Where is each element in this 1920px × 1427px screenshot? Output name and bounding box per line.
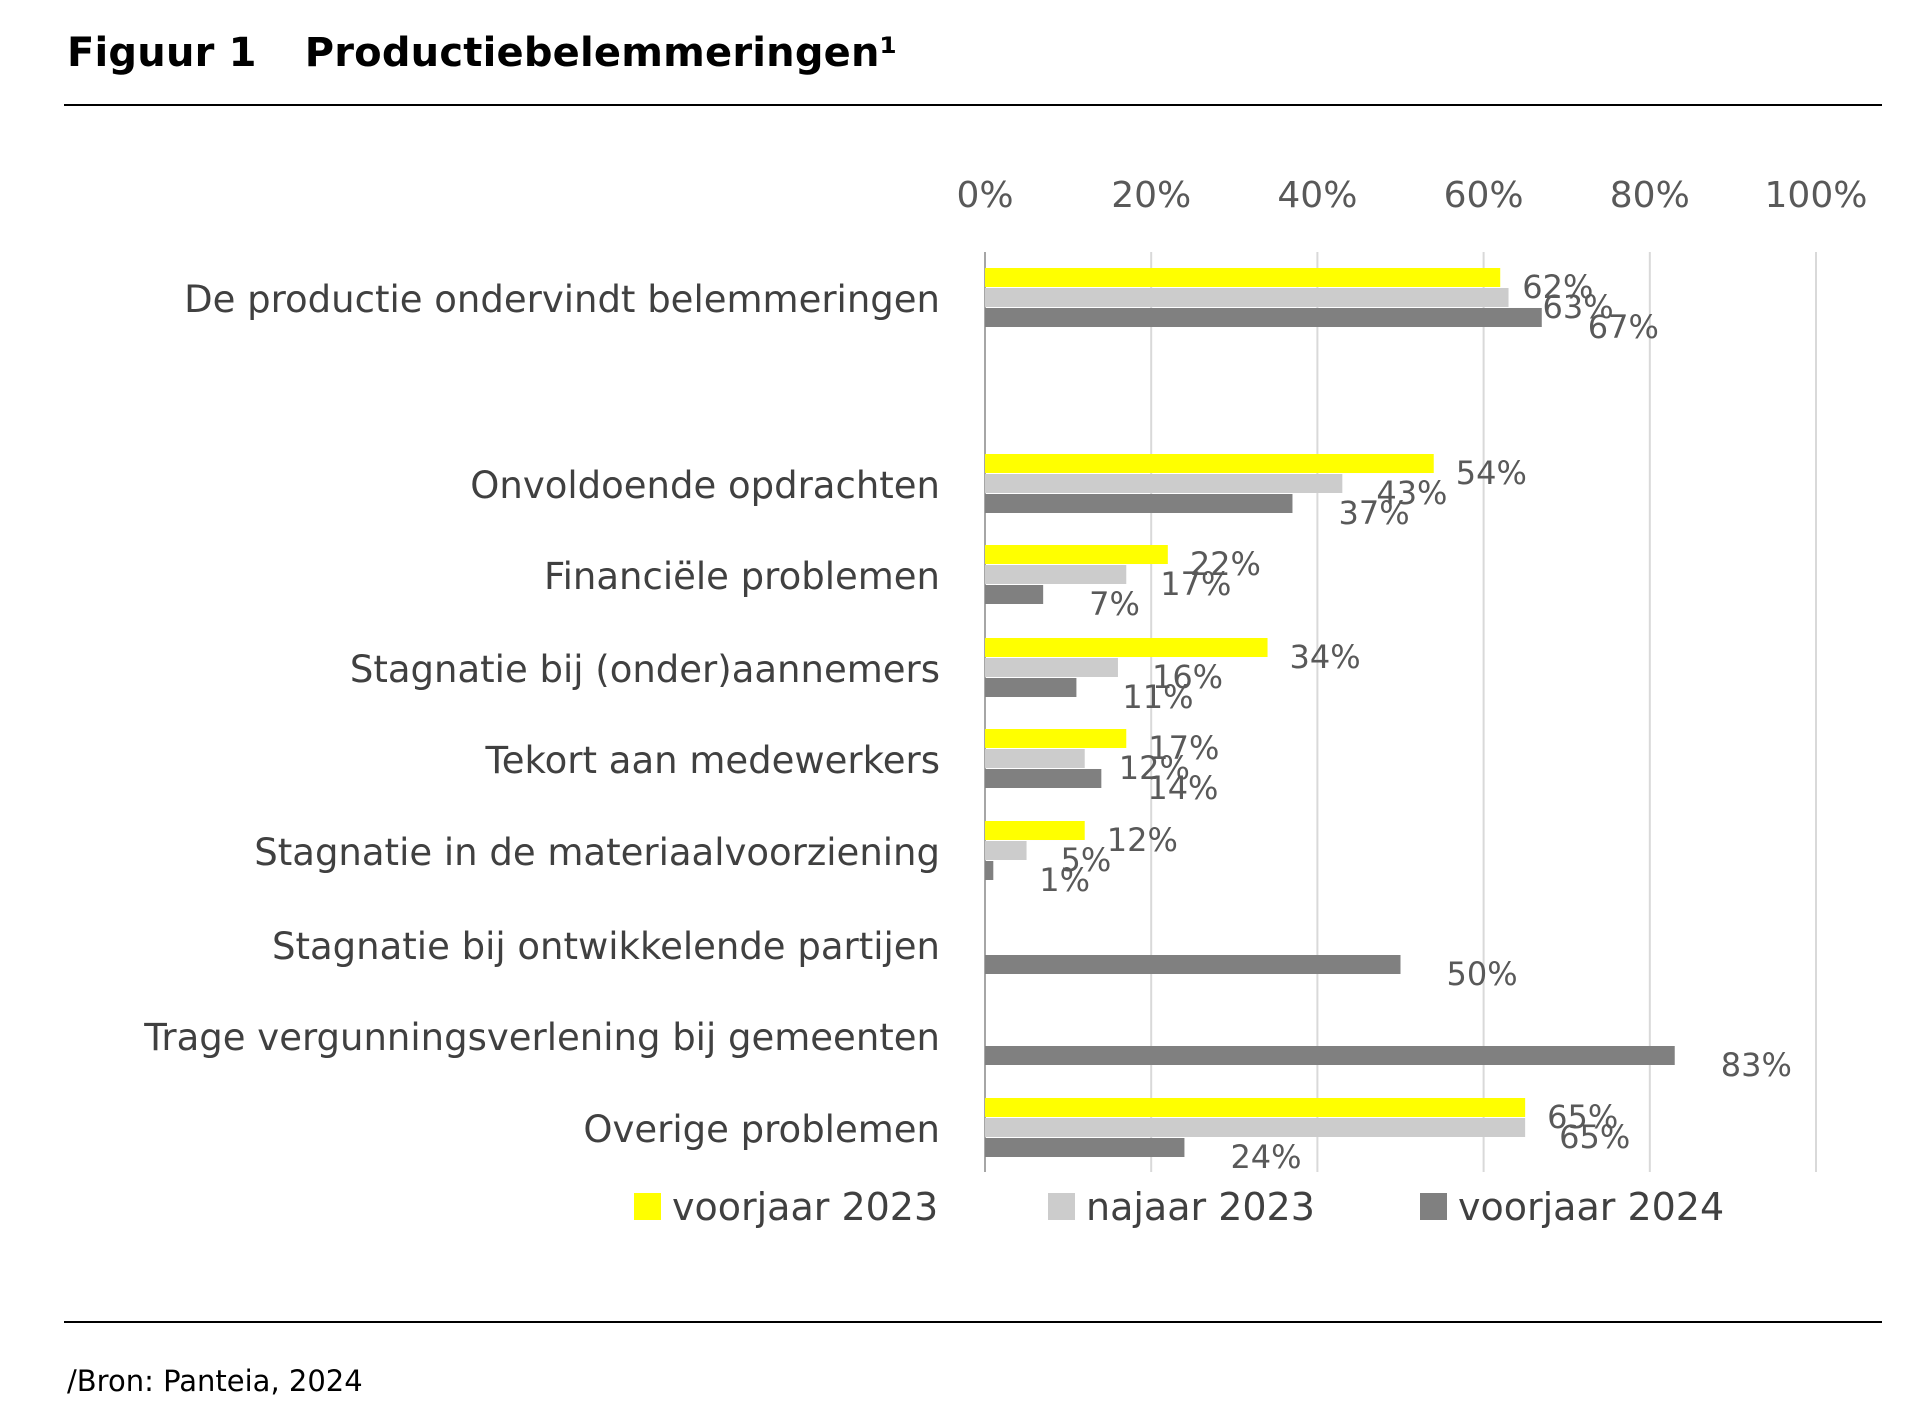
x-tick-label: 60%	[1444, 175, 1524, 216]
bar	[985, 955, 1401, 974]
data-label: 5%	[1061, 841, 1112, 879]
data-label: 50%	[1447, 955, 1518, 993]
bar	[985, 1046, 1675, 1065]
figure-number: Figuur 1	[67, 30, 257, 76]
bar	[985, 585, 1044, 604]
data-label: 11%	[1122, 678, 1193, 716]
data-label: 17%	[1160, 565, 1231, 603]
bar	[985, 1098, 1526, 1117]
bar	[985, 454, 1434, 473]
bar	[985, 545, 1168, 564]
data-label: 62%	[1522, 268, 1593, 306]
bar	[985, 769, 1102, 788]
figure-title: Productiebelemmeringen¹	[304, 30, 898, 76]
legend-swatch	[634, 1193, 661, 1220]
bar	[985, 565, 1127, 584]
bar	[985, 861, 994, 880]
x-tick-label: 100%	[1765, 175, 1868, 216]
data-label: 7%	[1089, 585, 1140, 623]
data-label: 17%	[1148, 729, 1219, 767]
data-label: 63%	[1543, 288, 1614, 326]
data-label: 24%	[1230, 1138, 1301, 1176]
legend-label: voorjaar 2024	[1458, 1185, 1724, 1229]
data-label: 54%	[1456, 454, 1527, 492]
category-label: Stagnatie bij (onder)aannemers	[350, 648, 940, 691]
footer-rule	[64, 1321, 1882, 1323]
bar	[985, 729, 1127, 748]
bar	[985, 1138, 1185, 1157]
bar	[985, 678, 1077, 697]
bar	[985, 288, 1509, 307]
data-label: 67%	[1588, 308, 1659, 346]
data-label: 22%	[1190, 545, 1261, 583]
data-label: 12%	[1119, 749, 1190, 787]
category-label: Overige problemen	[583, 1108, 940, 1151]
bar	[985, 494, 1293, 513]
source-note: /Bron: Panteia, 2024	[67, 1364, 363, 1398]
category-label: Stagnatie in de materiaalvoorziening	[254, 831, 940, 874]
bar	[985, 821, 1085, 840]
data-label: 16%	[1152, 658, 1223, 696]
legend-swatch	[1420, 1193, 1447, 1220]
data-label: 37%	[1338, 494, 1409, 532]
x-tick-label: 0%	[956, 175, 1013, 216]
data-label: 14%	[1147, 769, 1218, 807]
bar-chart: 0% 20% 40% 60% 80% 100% De productie ondervind…	[143, 175, 1868, 1229]
data-label: 43%	[1376, 474, 1447, 512]
category-label: Financiële problemen	[544, 555, 940, 598]
x-tick-label: 80%	[1610, 175, 1690, 216]
x-tick-label: 20%	[1111, 175, 1191, 216]
header-rule	[64, 104, 1882, 106]
data-label: 1%	[1039, 861, 1090, 899]
bar	[985, 638, 1268, 657]
category-label: De productie ondervindt belemmeringen	[184, 278, 940, 321]
legend-swatch	[1048, 1193, 1075, 1220]
category-label: Tekort aan medewerkers	[484, 739, 940, 782]
legend-label: voorjaar 2023	[672, 1185, 938, 1229]
bar	[985, 1118, 1526, 1137]
x-tick-label: 40%	[1277, 175, 1357, 216]
data-label: 83%	[1721, 1046, 1792, 1084]
figure-header: Figuur 1 Productiebelemmeringen¹	[67, 30, 897, 76]
data-label: 12%	[1107, 821, 1178, 859]
category-label: Onvoldoende opdrachten	[470, 464, 940, 507]
bar	[985, 268, 1501, 287]
bar	[985, 749, 1085, 768]
legend-label: najaar 2023	[1086, 1185, 1315, 1229]
bar	[985, 474, 1343, 493]
bar	[985, 308, 1542, 327]
data-label: 65%	[1547, 1098, 1618, 1136]
data-label: 34%	[1290, 638, 1361, 676]
data-label: 65%	[1559, 1118, 1630, 1156]
bar	[985, 841, 1027, 860]
bar	[985, 658, 1118, 677]
category-label: Stagnatie bij ontwikkelende partijen	[272, 925, 940, 968]
category-label: Trage vergunningsverlening bij gemeenten	[143, 1016, 940, 1059]
